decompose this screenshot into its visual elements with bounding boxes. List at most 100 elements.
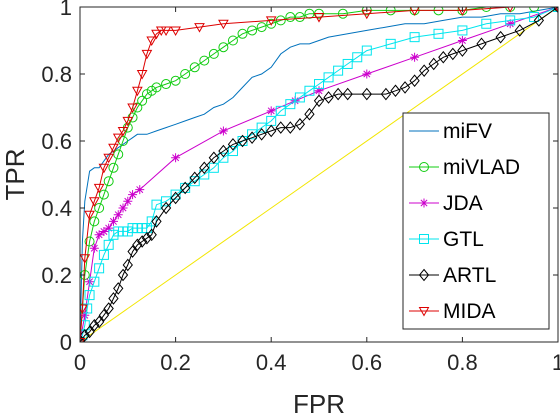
data-point-mivlad: [89, 216, 100, 227]
data-point-artl: [122, 258, 133, 272]
data-point-gtl: [304, 85, 315, 96]
data-point-jda: [410, 52, 420, 62]
data-point-gtl: [151, 199, 162, 210]
data-point-gtl: [361, 45, 372, 56]
data-point-mida: [141, 49, 153, 60]
data-point-mivlad: [199, 55, 210, 66]
data-point-gtl: [385, 38, 396, 49]
x-tick-label: 0: [74, 350, 86, 375]
data-point-mida: [409, 7, 420, 16]
data-point-mivlad: [256, 22, 267, 33]
data-point-mivlad: [237, 28, 248, 39]
data-point-artl: [428, 57, 439, 71]
data-point-mivlad: [180, 69, 191, 79]
data-point-artl: [285, 121, 296, 134]
y-tick-label: 0.2: [41, 263, 72, 288]
data-point-artl: [237, 134, 248, 148]
data-point-artl: [495, 30, 506, 44]
data-point-artl: [89, 318, 100, 332]
data-point-mida: [98, 163, 110, 174]
data-point-jda: [457, 36, 467, 45]
data-point-artl: [84, 325, 95, 339]
data-point-mivlad: [385, 7, 396, 16]
legend-marker-jda: [419, 198, 429, 208]
data-point-mivlad: [337, 8, 348, 19]
data-point-mida: [170, 26, 181, 36]
data-point-artl: [390, 84, 401, 98]
data-point-mida: [194, 23, 205, 33]
data-point-mivlad: [108, 162, 119, 173]
y-axis-label: TPR: [0, 149, 30, 201]
chance-diagonal-line: [80, 7, 558, 342]
x-tick-label: 0.6: [352, 350, 383, 375]
data-point-artl: [447, 47, 458, 61]
data-point-artl: [323, 91, 334, 104]
legend-label-artl: ARTL: [443, 264, 496, 287]
plot-area: [80, 7, 558, 342]
series-mida: [80, 7, 558, 342]
data-point-gtl: [199, 169, 210, 180]
data-point-artl: [199, 161, 210, 175]
y-tick-label: 0: [60, 330, 72, 355]
data-point-jda: [80, 310, 90, 320]
data-point-artl: [227, 138, 239, 151]
data-point-mivlad: [137, 95, 148, 106]
data-point-jda: [118, 203, 128, 213]
series-line-artl: [80, 7, 558, 342]
y-tick-label: 0.4: [41, 196, 72, 221]
data-point-mida: [127, 103, 138, 114]
data-point-mivlad: [529, 7, 540, 12]
data-point-gtl: [505, 15, 516, 26]
data-point-artl: [117, 268, 129, 282]
data-point-mida: [117, 126, 129, 137]
legend-marker-mida: [418, 307, 430, 317]
data-point-mida: [93, 183, 105, 194]
data-point-artl: [208, 151, 219, 165]
series-gtl: [80, 7, 558, 342]
data-point-mivlad: [247, 25, 258, 36]
data-point-artl: [141, 231, 153, 245]
data-point-artl: [457, 44, 468, 57]
data-point-artl: [380, 87, 392, 101]
legend-label-mida: MIDA: [443, 300, 496, 323]
data-point-artl: [80, 329, 90, 342]
data-point-mida: [80, 254, 91, 264]
data-point-mivlad: [103, 176, 114, 187]
data-point-jda: [505, 19, 515, 29]
data-point-gtl: [409, 32, 420, 43]
legend-marker-artl: [418, 268, 430, 282]
data-point-artl: [246, 131, 258, 144]
data-point-artl: [160, 201, 172, 215]
x-tick-label: 0.8: [447, 350, 478, 375]
data-point-artl: [113, 282, 124, 295]
data-point-gtl: [285, 99, 296, 110]
data-point-jda: [266, 106, 276, 116]
plot-inner: [80, 7, 558, 342]
data-point-mivlad: [84, 236, 95, 247]
data-point-mida: [132, 86, 143, 97]
data-point-mivlad: [94, 203, 105, 213]
data-point-artl: [136, 235, 148, 248]
data-point-jda: [314, 86, 324, 96]
legend-entry-mida: MIDA: [409, 300, 496, 323]
data-point-artl: [98, 308, 110, 322]
data-point-artl: [275, 121, 286, 134]
data-point-mivlad: [161, 79, 172, 90]
x-tick-label: 1: [552, 350, 560, 375]
data-point-mivlad: [285, 12, 296, 23]
data-point-mida: [122, 116, 134, 127]
legend: miFV miVLAD JDA GTL ARTL MIDA: [402, 112, 550, 330]
data-point-gtl: [433, 28, 444, 39]
data-point-gtl: [342, 58, 353, 69]
data-point-mivlad: [113, 149, 124, 160]
data-point-artl: [132, 238, 143, 252]
data-point-artl: [266, 124, 277, 138]
data-point-mida: [136, 70, 148, 80]
legend-marker-gtl: [419, 234, 429, 244]
series-mivlad: [80, 7, 558, 342]
data-point-gtl: [352, 52, 363, 63]
data-point-mida: [88, 197, 100, 207]
data-point-artl: [342, 87, 353, 101]
